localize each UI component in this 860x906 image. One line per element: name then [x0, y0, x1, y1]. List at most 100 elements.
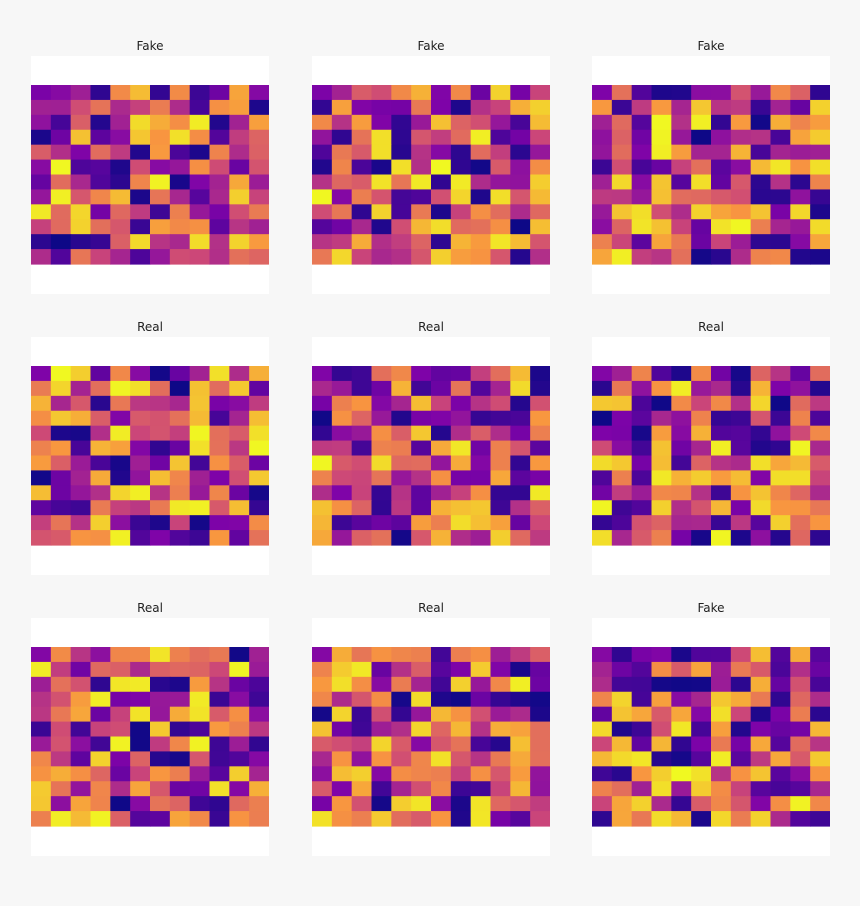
heatmap-cell	[510, 85, 531, 101]
heatmap-cell	[592, 455, 613, 472]
heatmap-cell	[730, 129, 752, 146]
heatmap-cell	[150, 204, 171, 220]
heatmap-cell	[631, 380, 653, 397]
heatmap-cell	[530, 455, 550, 472]
heatmap-cell	[770, 721, 791, 738]
heatmap-cell	[110, 485, 131, 501]
heatmap-cell	[730, 455, 752, 472]
heatmap-cell	[611, 811, 633, 827]
heatmap-cell	[750, 530, 772, 546]
heatmap-cell	[651, 811, 672, 827]
heatmap-cell	[671, 706, 692, 723]
heatmap-cell	[671, 129, 692, 146]
heatmap-cell	[750, 691, 772, 708]
heatmap-cell	[150, 129, 171, 146]
heatmap-cell	[810, 425, 830, 442]
heatmap-cell	[750, 500, 772, 516]
heatmap-cell	[770, 440, 791, 457]
heatmap-cell	[770, 204, 791, 220]
heatmap-cell	[711, 515, 732, 531]
heatmap-cell	[592, 661, 613, 678]
heatmap-cell	[611, 781, 633, 797]
heatmap-cell	[510, 204, 531, 220]
heatmap-cell	[530, 234, 550, 250]
heatmap-cell	[671, 219, 692, 235]
heatmap-cell	[169, 500, 191, 516]
heatmap-cell	[31, 691, 52, 708]
heatmap-cell	[592, 219, 613, 235]
heatmap-cell	[470, 366, 492, 382]
heatmap-cell	[611, 676, 633, 693]
heatmap-cell	[530, 647, 550, 663]
heatmap-cell	[189, 425, 211, 442]
heatmap-cell	[631, 470, 653, 486]
heatmap-cell	[351, 781, 373, 797]
heatmap-cell	[411, 395, 432, 412]
heatmap-cell	[70, 425, 92, 442]
heatmap-cell	[592, 189, 613, 205]
heatmap-cell	[450, 189, 472, 205]
heatmap-cell	[470, 144, 492, 161]
heatmap-cell	[490, 500, 511, 516]
heatmap-cell	[50, 249, 72, 265]
heatmap-cell	[770, 219, 791, 235]
heatmap-cell	[431, 189, 452, 205]
heatmap-cell	[810, 796, 830, 812]
heatmap-cell	[90, 515, 111, 531]
heatmap-cell	[510, 515, 531, 531]
heatmap-cell	[229, 249, 250, 265]
heatmap-cell	[611, 647, 633, 663]
heatmap-cell	[31, 661, 52, 678]
heatmap-cell	[31, 144, 52, 161]
heatmap-cell	[510, 736, 531, 753]
heatmap-cell	[229, 500, 250, 516]
heatmap-cell	[770, 144, 791, 161]
heatmap-cell	[90, 530, 111, 546]
heatmap-cell	[189, 204, 211, 220]
heatmap-cell	[750, 676, 772, 693]
heatmap-cell	[671, 751, 692, 767]
heatmap-cell	[391, 249, 412, 265]
heatmap-cell	[810, 661, 830, 678]
heatmap-cell	[790, 470, 811, 486]
heatmap-cell	[371, 114, 392, 131]
heatmap-cell	[189, 706, 211, 723]
heatmap-cell	[470, 129, 492, 146]
heatmap-cell	[229, 159, 250, 176]
heatmap-cell	[470, 219, 492, 235]
heatmap-cell	[371, 811, 392, 827]
heatmap-cell	[209, 159, 230, 176]
heatmap-cell	[70, 366, 92, 382]
heatmap-cell	[611, 485, 633, 501]
heatmap-cell	[229, 470, 250, 486]
heatmap-cell	[730, 661, 752, 678]
heatmap-cell	[331, 425, 353, 442]
heatmap-cell	[691, 796, 712, 812]
heatmap-cell	[351, 661, 373, 678]
heatmap-cell	[592, 751, 613, 767]
heatmap-cell	[750, 174, 772, 191]
heatmap-cell	[592, 676, 613, 693]
heatmap-cell	[189, 114, 211, 131]
heatmap-cell	[790, 410, 811, 427]
heatmap-cell	[810, 366, 830, 382]
heatmap-cell	[70, 159, 92, 176]
heatmap-cell	[770, 515, 791, 531]
heatmap-cell	[249, 219, 269, 235]
heatmap-cell	[592, 766, 613, 782]
heatmap-cell	[711, 144, 732, 161]
heatmap-cell	[371, 751, 392, 767]
heatmap-cell	[431, 174, 452, 191]
heatmap-cell	[331, 796, 353, 812]
heatmap-cell	[592, 485, 613, 501]
heatmap-cell	[631, 159, 653, 176]
heatmap-cell	[510, 366, 531, 382]
heatmap-cell	[631, 395, 653, 412]
heatmap-cell	[189, 380, 211, 397]
heatmap-cell	[611, 129, 633, 146]
heatmap-cell	[490, 366, 511, 382]
heatmap-cell	[611, 204, 633, 220]
heatmap-cell	[651, 736, 672, 753]
heatmap-cell	[331, 455, 353, 472]
heatmap-cell	[790, 691, 811, 708]
